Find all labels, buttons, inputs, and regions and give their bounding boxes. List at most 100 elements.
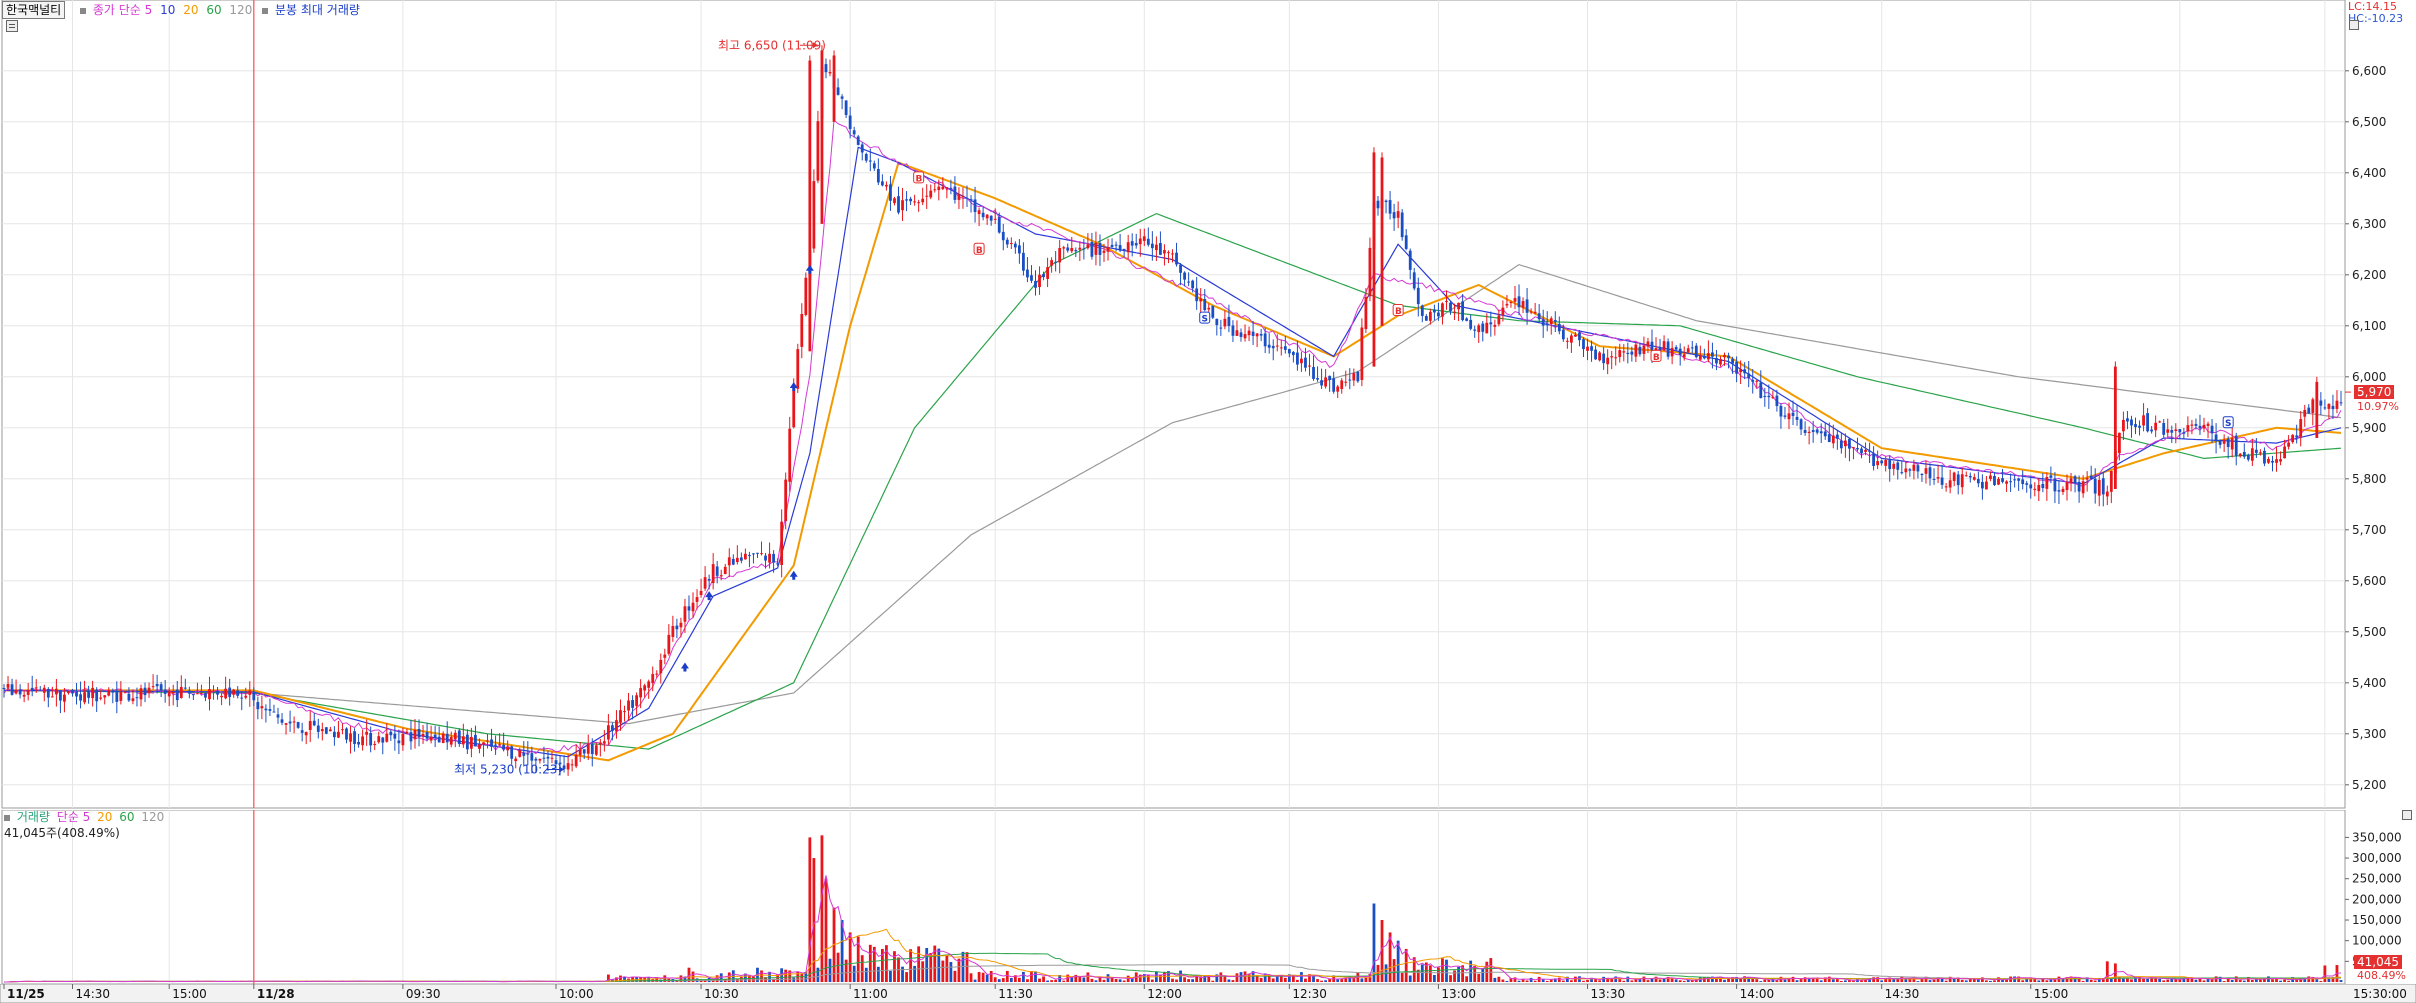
candle-body	[486, 740, 489, 742]
candle-body	[1005, 239, 1009, 245]
candle-body	[1956, 474, 1960, 486]
volume-bar	[1678, 980, 1682, 982]
candle-body	[1997, 478, 2000, 485]
candle-body	[1586, 346, 1589, 351]
price-tick-label: 6,000	[2352, 370, 2386, 384]
candle-body	[997, 217, 1001, 233]
candle-body	[1876, 461, 1880, 466]
volume-bar	[2101, 979, 2105, 982]
legend-square-icon	[80, 7, 86, 14]
volume-bar	[1372, 903, 1376, 982]
volume-bar	[1819, 980, 1823, 982]
candle-body	[413, 729, 417, 740]
volume-bar	[2033, 978, 2037, 982]
candle-body	[1864, 449, 1867, 452]
volume-bar	[1489, 958, 1493, 982]
candle-body	[707, 579, 711, 581]
candle-body	[542, 757, 546, 759]
volume-bar	[1892, 978, 1896, 982]
volume-bar	[1594, 979, 1597, 982]
volume-bar	[1823, 977, 1827, 982]
candle-body	[1574, 334, 1577, 337]
b-signal-badge-letter: B	[1395, 307, 1402, 317]
volume-bar	[1908, 977, 1912, 982]
candle-body	[2130, 419, 2133, 426]
candle-body	[2194, 424, 2198, 426]
volume-bar	[2323, 965, 2327, 982]
candle-body	[2267, 458, 2270, 463]
candle-body	[1517, 296, 1521, 308]
volume-chart[interactable]: 350,000 300,000 250,000 200,000 150,000 100,0…	[0, 810, 2416, 985]
candle-body	[1827, 434, 1831, 443]
candle-body	[284, 723, 288, 725]
candle-body	[14, 690, 18, 694]
candle-body	[1545, 323, 1549, 326]
volume-bar	[1433, 975, 1436, 982]
volume-bar	[824, 878, 828, 982]
candle-body	[719, 575, 723, 577]
candle-body	[1179, 264, 1182, 273]
volume-bar	[1287, 974, 1291, 982]
candle-body	[1610, 356, 1614, 358]
candle-body	[2323, 407, 2327, 409]
scale-toggle-icon[interactable]	[2349, 20, 2359, 30]
volume-bar	[2045, 980, 2049, 982]
candle-body	[1009, 242, 1013, 244]
candle-body	[1985, 481, 1988, 490]
volume-bar	[2178, 979, 2182, 982]
candle-body	[905, 199, 908, 201]
stock-name: 한국맥널티	[6, 3, 62, 17]
volume-bar	[1751, 977, 1755, 982]
candle-body	[1872, 453, 1875, 466]
candle-body	[1312, 367, 1315, 379]
ma-5-line	[3, 119, 2342, 755]
price-chart[interactable]: 6,600 6,500 6,400 6,300 6,200 6,100 6,000 5,900…	[0, 0, 2416, 810]
b-signal-badge	[1392, 304, 1404, 316]
volume-bar	[1549, 979, 1553, 982]
volume-bar	[2339, 980, 2343, 982]
volume-bar	[1525, 980, 1529, 982]
stock-name-tab[interactable]: 한국맥널티	[2, 1, 66, 19]
candle-body	[2226, 438, 2230, 448]
volume-bar	[1239, 972, 1243, 982]
candle-body	[1001, 231, 1005, 241]
candle-body	[1062, 247, 1066, 249]
candle-body	[18, 689, 22, 695]
volume-bar	[1815, 977, 1819, 982]
candle-body	[1634, 344, 1638, 357]
candle-body	[2275, 459, 2278, 463]
candle-body	[679, 622, 683, 628]
candle-body	[1469, 319, 1473, 329]
candle-body	[937, 186, 941, 191]
candle-body	[131, 698, 135, 702]
candle-body	[566, 763, 570, 770]
volume-bar	[828, 958, 832, 982]
volume-bar	[1694, 979, 1698, 982]
volume-bar	[1191, 979, 1195, 982]
candle-body	[2117, 432, 2121, 454]
volume-bar	[1956, 977, 1960, 982]
volume-bar	[860, 955, 864, 982]
volume-bar	[2271, 979, 2274, 982]
candle-body	[1993, 476, 1996, 485]
candle-body	[212, 690, 215, 692]
candle-body	[441, 733, 445, 743]
candle-body	[1614, 357, 1618, 359]
volume-bar	[1082, 977, 1086, 982]
candle-body	[792, 390, 796, 428]
volume-bar	[2001, 979, 2004, 982]
volume-bar	[925, 947, 929, 982]
candle-body	[2311, 399, 2315, 413]
candle-body	[2162, 423, 2166, 435]
settings-toggle-icon[interactable]	[6, 20, 18, 32]
candle-body	[2057, 490, 2061, 492]
candle-body	[54, 688, 58, 695]
candle-body	[2109, 470, 2113, 492]
lc-hc-readout: LC:14.15 HC:-10.23	[2348, 1, 2403, 25]
volume-bar	[1630, 980, 1634, 982]
candle-body	[1122, 248, 1126, 251]
candle-body	[1038, 274, 1041, 288]
volume-panel-toggle-icon[interactable]	[2402, 810, 2412, 820]
current-price-tag: 5,970	[2354, 385, 2395, 399]
candle-body	[139, 688, 143, 700]
